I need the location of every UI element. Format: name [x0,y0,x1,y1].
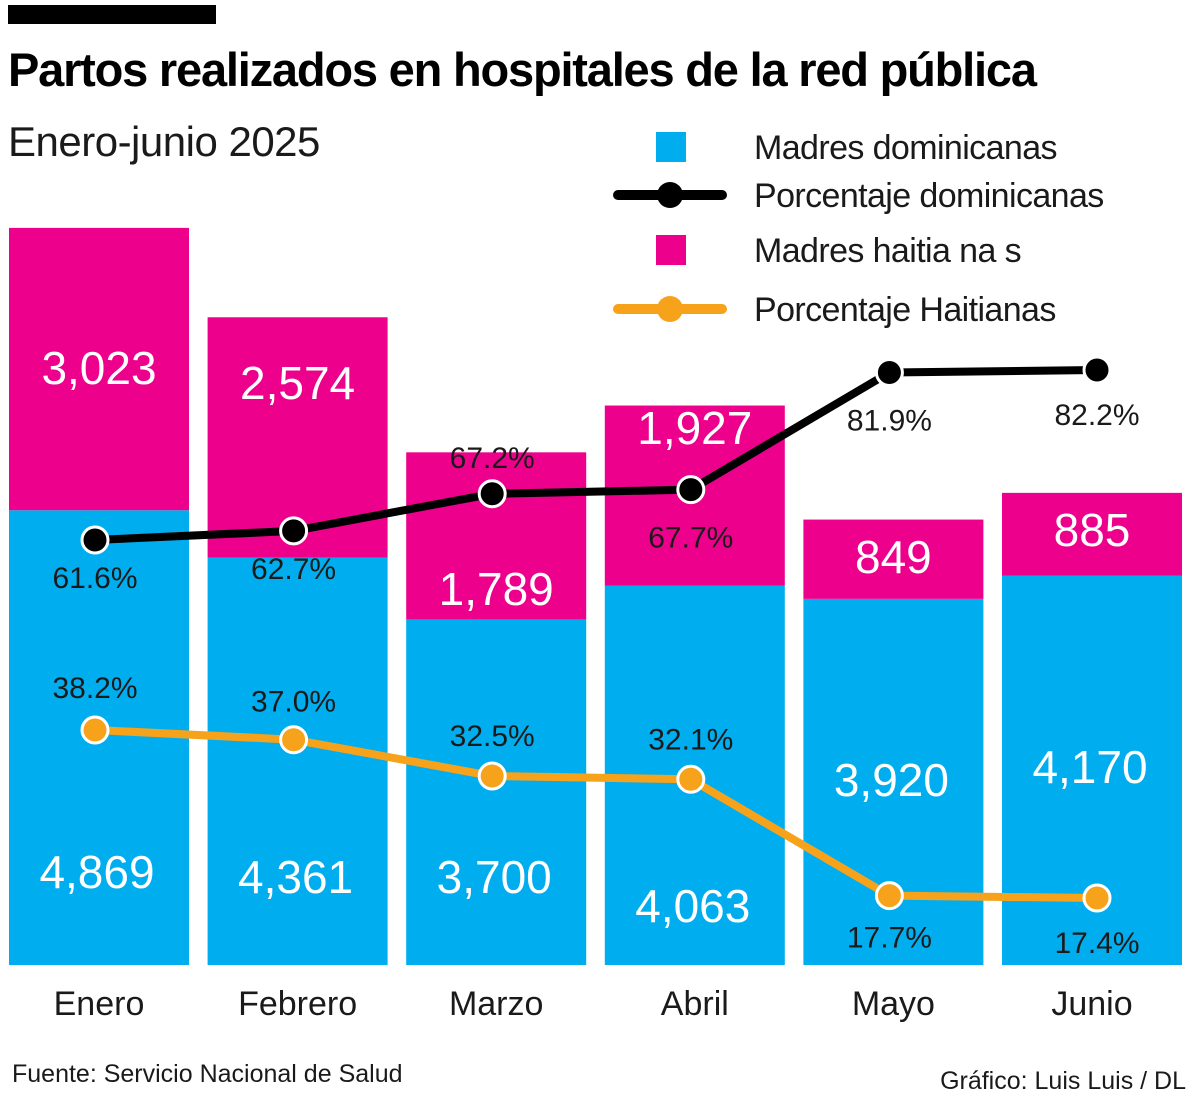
pct-haitianas-point-febrero [279,725,309,755]
value-label-dominicanas-febrero: 4,361 [238,851,353,903]
pct-dominicanas-label-enero: 61.6% [52,562,137,595]
value-label-haitianas-mayo: 849 [855,531,932,583]
header-bar [8,5,216,24]
pct-haitianas-label-marzo: 32.5% [450,720,535,753]
pct-dominicanas-label-marzo: 67.2% [450,442,535,475]
pct-haitianas-point-mayo [874,881,904,911]
value-label-haitianas-enero: 3,023 [41,342,156,394]
chart-title: Partos realizados en hospitales de la re… [8,43,1037,96]
pct-dominicanas-label-junio: 82.2% [1054,399,1139,432]
value-label-dominicanas-abril: 4,063 [635,880,750,932]
pct-dominicanas-point-mayo [874,357,904,387]
credit-note: Gráfico: Luis Luis / DL [940,1067,1186,1095]
pct-haitianas-point-enero [80,715,110,745]
legend-madres-haitia-na-s-label: Madres haitia na s [754,232,1021,270]
bar-labels-layer: 4,869 3,023 4,361 2,574 3,700 1,789 4,063 1,927… [39,342,1147,932]
pct-haitianas-point-junio [1082,883,1112,913]
source-note: Fuente: Servicio Nacional de Salud [12,1060,403,1088]
pct-dominicanas-point-junio [1082,355,1112,385]
percent-labels-layer: 61.6% 62.7% 67.2% 67.7% 81.9% 82.2% 38.2% 37.0%… [52,399,1139,960]
pct-haitianas-label-febrero: 37.0% [251,686,336,719]
legend-madres-dominicanas-swatch [656,132,686,162]
pct-haitianas-label-abril: 32.1% [648,723,733,756]
category-label-junio: Junio [1051,985,1132,1023]
pct-haitianas-label-mayo: 17.7% [847,922,932,955]
value-label-dominicanas-enero: 4,869 [39,846,154,898]
pct-haitianas-point-marzo [477,761,507,791]
category-label-marzo: Marzo [449,985,543,1023]
category-label-abril: Abril [661,985,729,1023]
pct-dominicanas-line [94,366,1098,544]
value-label-haitianas-marzo: 1,789 [439,563,554,615]
pct-dominicanas-label-febrero: 62.7% [251,553,336,586]
pct-dominicanas-point-enero [80,525,110,555]
value-label-haitianas-abril: 1,927 [637,402,752,454]
legend: Madres dominicanas Porcentaje dominicanas… [613,129,1104,329]
chart-subtitle: Enero-junio 2025 [8,118,320,165]
bar-haitianas-junio [1002,492,1182,576]
value-label-dominicanas-junio: 4,170 [1032,741,1147,793]
pct-haitianas-line [94,726,1098,902]
pct-haitianas-label-junio: 17.4% [1054,927,1139,960]
legend-porcentaje-dominicanas-label: Porcentaje dominicanas [754,177,1104,215]
legend-porcentaje-haitianas-dot [657,296,683,322]
bar-dominicanas-marzo [406,619,587,965]
bars-layer [9,227,1182,965]
value-label-haitianas-junio: 885 [1054,504,1131,556]
pct-dominicanas-point-abril [676,475,706,505]
pct-dominicanas-point-febrero [279,516,309,546]
legend-porcentaje-dominicanas-dot [657,182,683,208]
value-label-dominicanas-marzo: 3,700 [437,851,552,903]
bar-haitianas-mayo [803,519,984,599]
value-label-haitianas-febrero: 2,574 [240,357,355,409]
pct-dominicanas-label-mayo: 81.9% [847,404,932,437]
value-label-dominicanas-mayo: 3,920 [834,754,949,806]
category-axis: Enero Febrero Marzo Abril Mayo Junio [54,985,1133,1023]
pct-dominicanas-point-marzo [477,479,507,509]
legend-madres-haitia-na-s-swatch [656,235,686,265]
bar-haitianas-enero [9,227,189,511]
pct-dominicanas-label-abril: 67.7% [648,522,733,555]
legend-madres-dominicanas-label: Madres dominicanas [754,129,1057,167]
legend-porcentaje-haitianas-label: Porcentaje Haitianas [754,291,1056,329]
pct-haitianas-point-abril [676,764,706,794]
pct-haitianas-label-enero: 38.2% [52,672,137,705]
category-label-mayo: Mayo [852,985,935,1023]
bar-dominicanas-febrero [207,557,388,965]
category-label-enero: Enero [54,985,145,1023]
category-label-febrero: Febrero [238,985,357,1023]
lines-layer [80,355,1112,913]
